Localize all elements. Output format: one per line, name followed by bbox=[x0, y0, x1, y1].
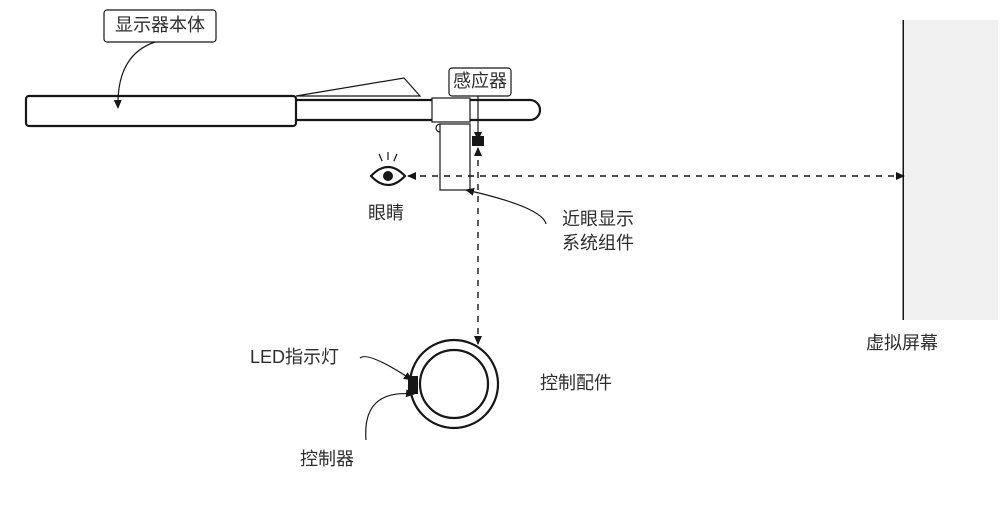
label-virtual-screen: 虚拟屏幕 bbox=[866, 333, 938, 353]
label-eye: 眼睛 bbox=[368, 203, 404, 223]
label-near-eye-2: 系统组件 bbox=[562, 233, 634, 253]
leader-line bbox=[466, 190, 546, 224]
eye-icon bbox=[371, 152, 405, 185]
near-eye-module bbox=[440, 124, 470, 190]
frame-wedge bbox=[296, 78, 420, 96]
leader-line bbox=[360, 357, 412, 380]
control-ring bbox=[408, 340, 498, 428]
frame-bar bbox=[296, 100, 540, 120]
temple bbox=[26, 96, 296, 126]
label-control-accessory: 控制配件 bbox=[540, 373, 612, 393]
label-led: LED指示灯 bbox=[250, 347, 339, 367]
leader-line bbox=[366, 394, 414, 440]
virtual-screen-area bbox=[904, 20, 998, 320]
label-sensor: 感应器 bbox=[453, 71, 507, 91]
label-near-eye-1: 近眼显示 bbox=[562, 209, 634, 229]
label-controller: 控制器 bbox=[300, 449, 354, 469]
label-display-body: 显示器本体 bbox=[115, 15, 205, 35]
